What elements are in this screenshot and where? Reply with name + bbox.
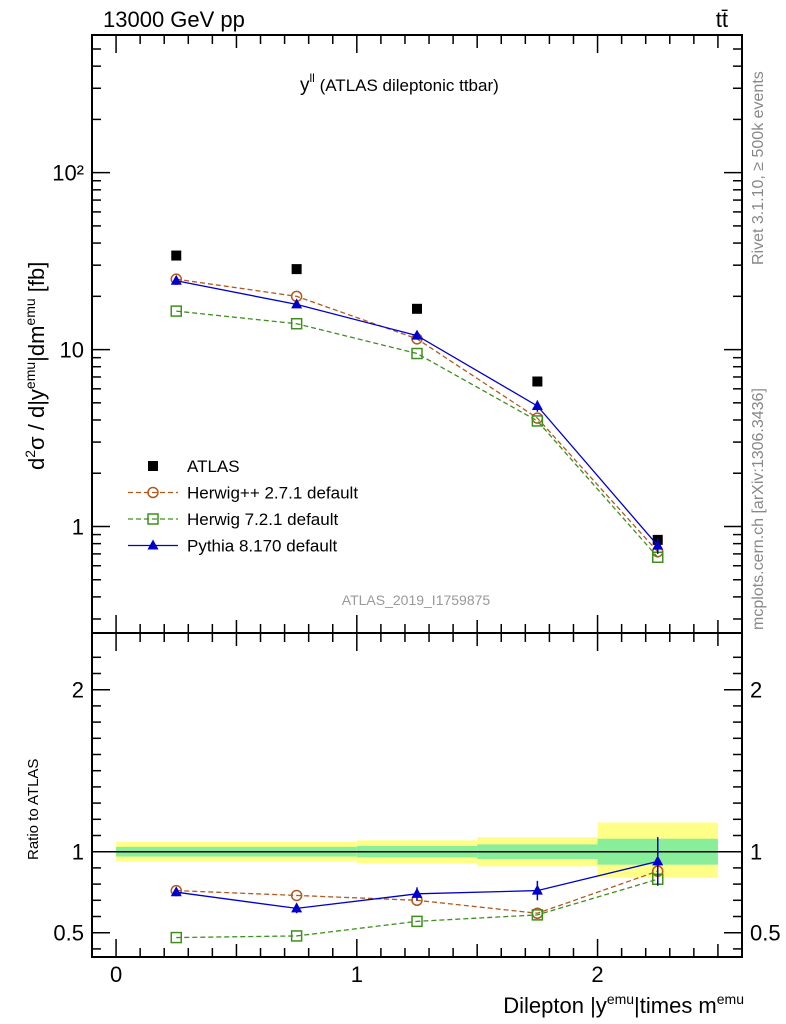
x-tick-label: 1 xyxy=(351,962,363,987)
ratio-point-pythia-8-170-default xyxy=(531,884,543,895)
main-y-tick-label: 10² xyxy=(52,161,84,186)
legend-label-pythia-8-170-default: Pythia 8.170 default xyxy=(187,537,338,556)
main-point-atlas xyxy=(532,376,543,387)
ratio-series-layer xyxy=(170,837,664,944)
main-y-tick-label: 1 xyxy=(72,514,84,539)
ratio-y-axis-title: Ratio to ATLAS xyxy=(25,759,42,860)
main-point-pythia-8-170-default xyxy=(291,298,303,309)
main-line-herwig-7-2-1-default xyxy=(176,310,659,558)
legend-label-herwig-7-2-1-default: Herwig 7.2.1 default xyxy=(187,510,338,529)
side-label-mcplots: mcplots.cern.ch [arXiv:1306.3436] xyxy=(750,388,767,630)
ratio-y-tick-label-right: 1 xyxy=(750,840,762,865)
side-label-rivet: Rivet 3.1.10, ≥ 500k events xyxy=(750,71,767,265)
main-point-atlas xyxy=(412,303,422,314)
main-line-pythia-8-170-default xyxy=(176,280,659,547)
main-point-pythia-8-170-default xyxy=(170,274,182,285)
axes: 1 10 10² 0.5 0.5 1 1 2 2 0 1 2 xyxy=(52,34,781,987)
y-axis-title: d2σ / d|yemu|dmemu [fb] xyxy=(22,262,49,470)
ratio-point-herwig-2-7-1-default xyxy=(290,889,303,902)
ratio-point-herwig-7-2-1-default xyxy=(531,909,544,921)
legend-label-herwig-2-7-1-default: Herwig++ 2.7.1 default xyxy=(187,484,358,503)
ratio-y-tick-label-right: 0.5 xyxy=(750,921,781,946)
header-process: tt̄ xyxy=(716,7,728,32)
ratio-y-tick-label: 1 xyxy=(72,840,84,865)
ratio-point-pythia-8-170-default xyxy=(170,886,182,897)
main-point-herwig-7-2-1-default xyxy=(290,317,303,330)
ratio-y-tick-label: 0.5 xyxy=(53,921,84,946)
ratio-point-pythia-8-170-default xyxy=(652,855,664,866)
ratio-y-tick-label-right: 2 xyxy=(750,678,762,703)
legend-marker-herwig-7-2-1-default xyxy=(147,513,159,525)
main-point-atlas xyxy=(171,250,182,261)
analysis-label: ATLAS_2019_I1759875 xyxy=(342,592,491,608)
main-series-layer xyxy=(170,250,664,564)
ratio-line-pythia-8-170-default xyxy=(176,860,658,910)
legend-marker-atlas xyxy=(148,461,158,471)
header-energy: 13000 GeV pp xyxy=(103,7,245,32)
plot-title: yll (ATLAS dileptonic ttbar) xyxy=(300,71,499,96)
legend-marker-pythia-8-170-default xyxy=(147,539,159,550)
legend: ATLAS Herwig++ 2.7.1 default Herwig 7.2.1 … xyxy=(128,457,358,556)
main-point-herwig-7-2-1-default xyxy=(411,347,423,360)
main-point-pythia-8-170-default xyxy=(531,399,543,410)
x-tick-label: 0 xyxy=(110,962,122,987)
legend-label-atlas: ATLAS xyxy=(187,457,240,476)
main-point-pythia-8-170-default xyxy=(411,329,423,340)
x-tick-label: 2 xyxy=(591,962,603,987)
main-point-herwig-7-2-1-default xyxy=(170,305,183,317)
ratio-point-herwig-7-2-1-default xyxy=(290,930,303,942)
ratio-point-herwig-7-2-1-default xyxy=(170,931,183,944)
ratio-y-tick-label: 2 xyxy=(72,678,84,703)
ratio-point-pythia-8-170-default xyxy=(411,887,423,898)
ratio-frame xyxy=(91,632,743,958)
ratio-point-herwig-7-2-1-default xyxy=(411,915,423,928)
main-point-atlas xyxy=(291,264,302,275)
main-point-pythia-8-170-default xyxy=(652,539,664,550)
main-point-herwig-7-2-1-default xyxy=(531,415,544,427)
x-axis-title: Dilepton |yemu|times memu xyxy=(503,991,744,1018)
legend-marker-herwig-2-7-1-default xyxy=(147,486,159,499)
ratio-point-pythia-8-170-default xyxy=(291,902,303,913)
ratio-plot-area xyxy=(92,822,742,878)
main-y-tick-label: 10 xyxy=(60,338,84,363)
ratio-line-herwig-7-2-1-default xyxy=(176,878,658,939)
